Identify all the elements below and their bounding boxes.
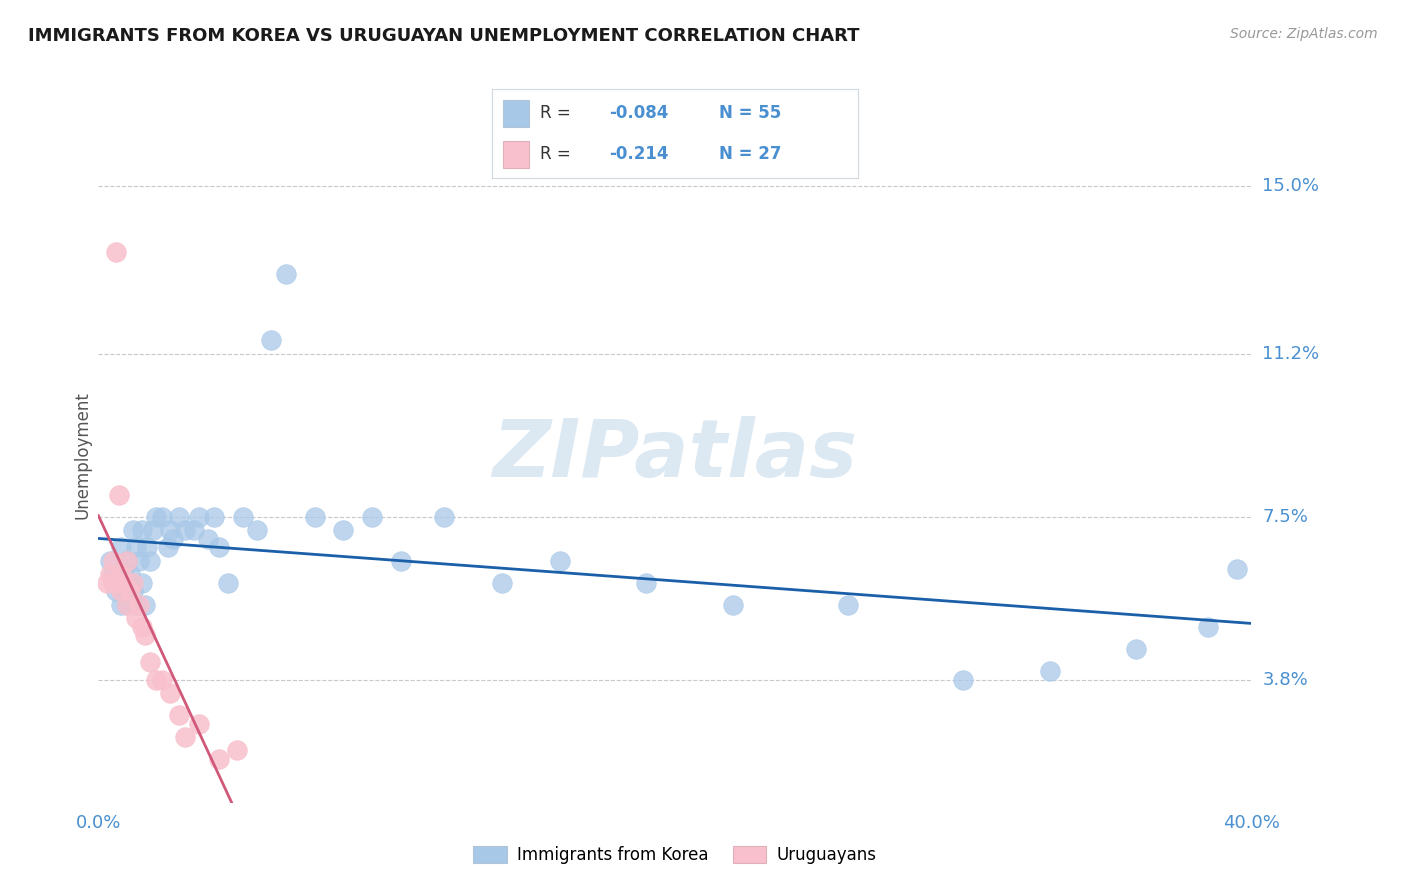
FancyBboxPatch shape	[503, 141, 529, 168]
Point	[122, 584, 145, 599]
Point	[1125, 641, 1147, 656]
Point	[952, 673, 974, 687]
Point	[96, 575, 118, 590]
Point	[125, 541, 148, 555]
Point	[837, 598, 859, 612]
Point	[98, 566, 121, 581]
Point	[491, 575, 513, 590]
Point	[159, 523, 181, 537]
Point	[131, 620, 153, 634]
Text: 11.2%: 11.2%	[1263, 344, 1320, 363]
FancyBboxPatch shape	[503, 100, 529, 127]
Point	[139, 655, 162, 669]
Point	[120, 584, 142, 599]
Point	[260, 334, 283, 348]
Point	[1197, 620, 1219, 634]
Point	[142, 523, 165, 537]
Point	[136, 541, 159, 555]
Point	[183, 523, 205, 537]
Point	[159, 686, 181, 700]
Text: IMMIGRANTS FROM KOREA VS URUGUAYAN UNEMPLOYMENT CORRELATION CHART: IMMIGRANTS FROM KOREA VS URUGUAYAN UNEMP…	[28, 27, 859, 45]
Point	[274, 268, 297, 282]
Point	[107, 575, 129, 590]
Point	[125, 611, 148, 625]
Point	[112, 584, 135, 599]
Point	[101, 553, 124, 567]
Text: N = 27: N = 27	[718, 145, 782, 163]
Point	[122, 575, 145, 590]
Point	[150, 509, 173, 524]
Text: N = 55: N = 55	[718, 104, 780, 122]
Point	[120, 575, 142, 590]
Point	[101, 575, 124, 590]
Point	[101, 566, 124, 581]
Text: R =: R =	[540, 145, 575, 163]
Point	[150, 673, 173, 687]
Point	[110, 598, 132, 612]
Point	[107, 575, 129, 590]
Point	[332, 523, 354, 537]
Point	[548, 553, 571, 567]
Point	[117, 598, 138, 612]
Point	[128, 598, 150, 612]
Point	[433, 509, 456, 524]
Point	[721, 598, 744, 612]
Point	[112, 562, 135, 576]
Point	[98, 553, 121, 567]
Point	[156, 541, 179, 555]
Point	[162, 532, 184, 546]
Point	[110, 541, 132, 555]
Text: Source: ZipAtlas.com: Source: ZipAtlas.com	[1230, 27, 1378, 41]
Point	[188, 716, 211, 731]
Point	[304, 509, 326, 524]
Point	[1226, 562, 1249, 576]
Point	[122, 523, 145, 537]
Point	[117, 553, 138, 567]
Point	[128, 553, 150, 567]
Point	[120, 566, 142, 581]
Point	[636, 575, 658, 590]
Point	[217, 575, 239, 590]
Point	[167, 707, 190, 722]
Point	[110, 584, 132, 599]
Point	[112, 575, 135, 590]
Point	[246, 523, 269, 537]
Point	[361, 509, 384, 524]
Point	[208, 541, 231, 555]
Point	[197, 532, 219, 546]
Text: R =: R =	[540, 104, 575, 122]
Point	[139, 553, 162, 567]
Point	[202, 509, 225, 524]
Point	[188, 509, 211, 524]
Point	[125, 598, 148, 612]
Text: 7.5%: 7.5%	[1263, 508, 1309, 525]
Point	[107, 487, 129, 501]
Text: 15.0%: 15.0%	[1263, 178, 1319, 195]
Point	[131, 523, 153, 537]
Point	[104, 245, 127, 260]
Point	[174, 730, 197, 744]
Point	[117, 598, 138, 612]
Point	[1038, 664, 1062, 678]
Point	[145, 673, 167, 687]
Point	[117, 553, 138, 567]
Point	[389, 553, 412, 567]
Point	[167, 509, 190, 524]
Point	[104, 584, 127, 599]
Point	[145, 509, 167, 524]
Text: -0.084: -0.084	[609, 104, 668, 122]
Text: -0.214: -0.214	[609, 145, 669, 163]
Point	[110, 566, 132, 581]
Point	[174, 523, 197, 537]
Point	[208, 752, 231, 766]
Text: ZIPatlas: ZIPatlas	[492, 416, 858, 494]
Point	[134, 628, 156, 642]
Y-axis label: Unemployment: Unemployment	[73, 391, 91, 519]
Point	[225, 743, 247, 757]
Point	[231, 509, 254, 524]
Point	[134, 598, 156, 612]
Legend: Immigrants from Korea, Uruguayans: Immigrants from Korea, Uruguayans	[467, 839, 883, 871]
Text: 3.8%: 3.8%	[1263, 671, 1308, 689]
Point	[131, 575, 153, 590]
